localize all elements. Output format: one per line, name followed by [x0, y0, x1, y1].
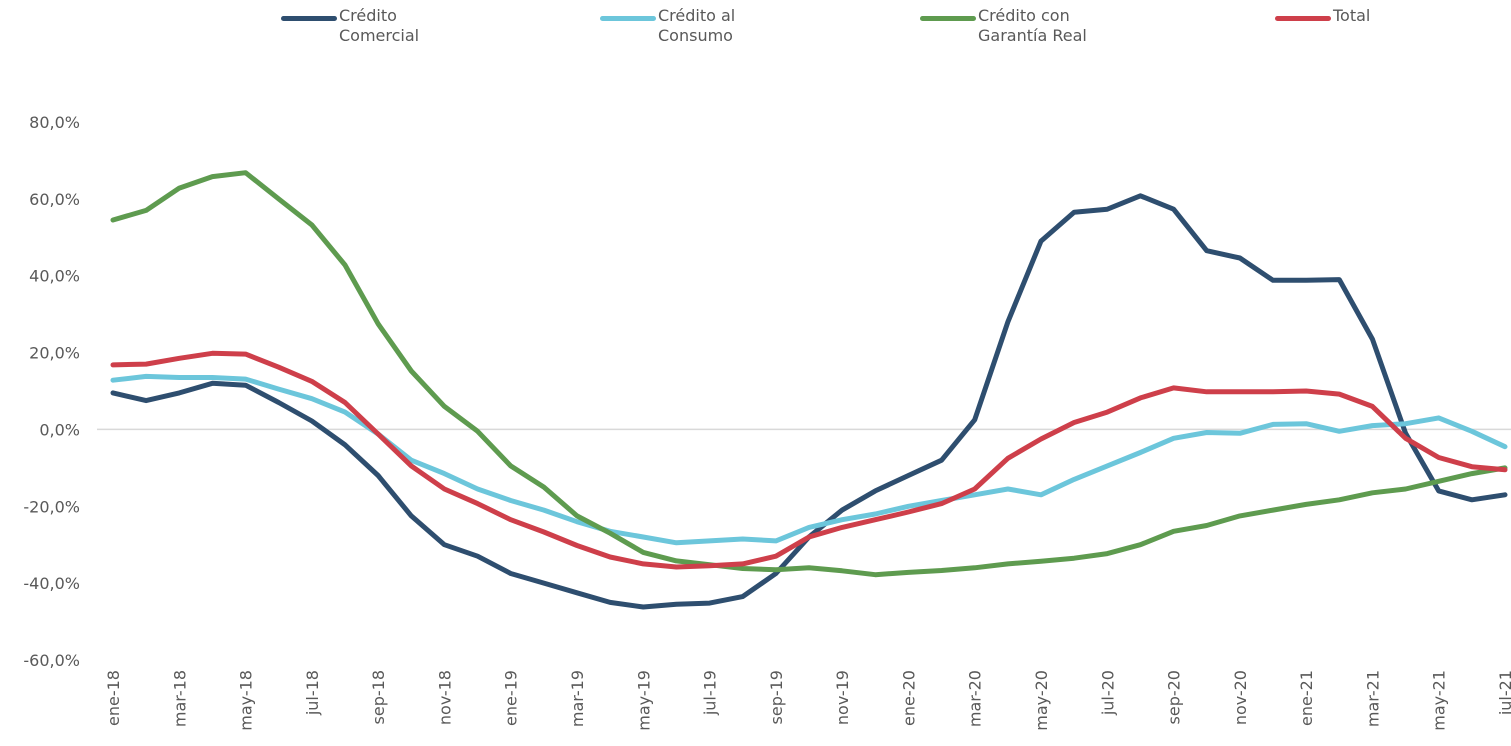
- legend-label-credito-garantia-real: Crédito con Garantía Real: [978, 6, 1087, 45]
- x-tick-label: jul-21: [1496, 670, 1511, 716]
- y-tick-label: 0,0%: [39, 420, 80, 439]
- x-tick-label: nov-20: [1231, 670, 1250, 725]
- x-tick-label: nov-18: [435, 670, 454, 725]
- x-tick-label: mar-20: [966, 670, 985, 727]
- x-tick-label: jul-18: [303, 670, 322, 716]
- x-tick-label: mar-21: [1363, 670, 1382, 727]
- legend-item-credito-consumo: Crédito al Consumo: [600, 6, 735, 46]
- x-tick-label: may-21: [1430, 670, 1449, 731]
- y-tick-label: 20,0%: [29, 344, 80, 363]
- x-tick-label: nov-19: [833, 670, 852, 725]
- x-tick-label: ene-18: [104, 670, 123, 726]
- y-tick-label: -40,0%: [23, 574, 80, 593]
- x-tick-label: jul-19: [701, 670, 720, 716]
- chart-legend: Crédito Comercial Crédito al Consumo Cré…: [0, 6, 1511, 66]
- legend-swatch-total: [1275, 16, 1331, 21]
- legend-swatch-credito-comercial: [281, 16, 337, 21]
- x-tick-label: sep-18: [369, 670, 388, 724]
- y-tick-label: 80,0%: [29, 113, 80, 132]
- x-tick-label: sep-19: [767, 670, 786, 724]
- series-line-credito-al-consumo: [110, 373, 1508, 546]
- y-tick-label: -60,0%: [23, 651, 80, 670]
- legend-label-credito-comercial: Crédito Comercial: [339, 6, 420, 45]
- x-tick-label: may-20: [1032, 670, 1051, 731]
- x-tick-label: ene-20: [899, 670, 918, 726]
- x-tick-label: ene-21: [1297, 670, 1316, 726]
- legend-swatch-credito-garantia-real: [920, 16, 976, 21]
- legend-item-credito-comercial: Crédito Comercial: [281, 6, 419, 46]
- x-tick-label: jul-20: [1098, 670, 1117, 716]
- y-tick-label: -20,0%: [23, 497, 80, 516]
- series-line-credito-con-garantia-real: [110, 170, 1508, 578]
- x-tick-label: sep-20: [1165, 670, 1184, 724]
- legend-swatch-credito-consumo: [600, 16, 656, 21]
- x-tick-label: mar-19: [568, 670, 587, 727]
- legend-label-credito-consumo: Crédito al Consumo: [658, 6, 736, 45]
- series-line-total: [110, 350, 1508, 570]
- x-tick-label: may-18: [237, 670, 256, 731]
- x-tick-label: mar-18: [170, 670, 189, 727]
- y-tick-label: 60,0%: [29, 190, 80, 209]
- x-tick-label: ene-19: [502, 670, 521, 726]
- x-tick-label: may-19: [634, 670, 653, 731]
- legend-item-credito-garantia-real: Crédito con Garantía Real: [920, 6, 1087, 46]
- legend-label-total: Total: [1333, 6, 1371, 25]
- legend-item-total: Total: [1275, 6, 1370, 26]
- y-tick-label: 40,0%: [29, 267, 80, 286]
